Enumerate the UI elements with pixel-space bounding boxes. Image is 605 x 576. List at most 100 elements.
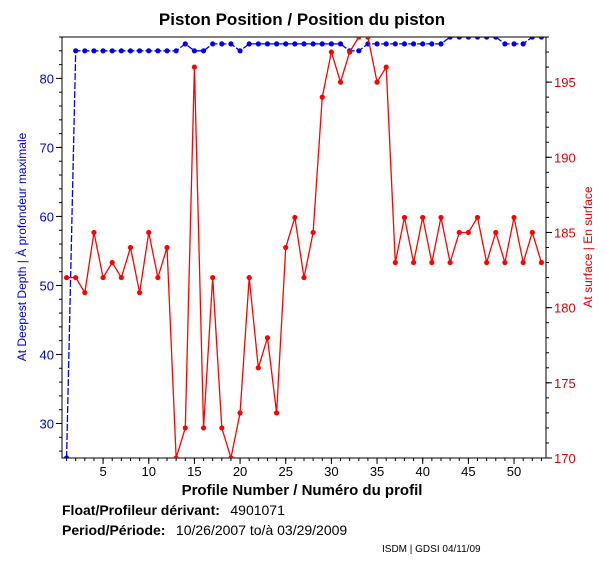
left-y-axis: 30 40 50 60 70 80: [40, 36, 62, 452]
period-info: Period/Période: 10/26/2007 to/à 03/29/20…: [62, 522, 347, 540]
surface-point: [118, 274, 124, 281]
credit-line: ISDM | GDSI 04/11/09: [382, 544, 481, 555]
right-y-axis: 170 175 180 185 190 195: [546, 36, 576, 466]
surface-point: [127, 244, 134, 251]
deepest-depth-point: [164, 48, 170, 54]
deepest-depth-point: [200, 48, 207, 54]
surface-point: [438, 214, 444, 221]
left-tick-label: 40: [40, 347, 54, 362]
surface-point: [283, 244, 289, 251]
x-tick-label: 50: [507, 464, 521, 479]
deepest-depth-point: [173, 48, 179, 54]
surface-point: [401, 214, 408, 221]
deepest-depth-point: [374, 41, 380, 47]
deepest-depth-point: [410, 41, 417, 47]
deepest-depth-point: [219, 41, 225, 47]
x-tick-label: 20: [233, 464, 247, 479]
deepest-depth-point: [392, 41, 398, 47]
x-tick-label: 35: [370, 464, 384, 479]
surface-point: [63, 274, 70, 281]
deepest-depth-point: [91, 48, 97, 54]
surface-point: [182, 425, 188, 431]
deepest-depth-point: [127, 48, 134, 54]
deepest-depth-point: [155, 48, 161, 54]
left-tick-label: 70: [40, 140, 54, 155]
x-tick-label: 5: [99, 464, 106, 479]
deepest-depth-point: [319, 41, 325, 47]
surface-point: [109, 259, 115, 266]
surface-point: [310, 229, 316, 236]
x-axis-label: Profile Number / Numéro du profil: [182, 482, 423, 499]
left-y-axis-label: At Deepest Depth | À profondeur maximale: [14, 132, 29, 361]
deepest-depth-point: [456, 37, 462, 40]
series-surface: [63, 37, 545, 458]
surface-point: [511, 214, 517, 221]
surface-point: [173, 455, 179, 458]
x-tick-label: 15: [187, 464, 201, 479]
surface-point: [502, 259, 508, 266]
deepest-depth-point: [109, 48, 115, 54]
x-tick-label: 45: [461, 464, 475, 479]
deepest-depth-point: [301, 41, 307, 47]
deepest-depth-point: [401, 41, 408, 47]
surface-point: [337, 79, 344, 85]
deepest-depth-point: [465, 37, 471, 40]
surface-point: [410, 259, 417, 266]
surface-point: [155, 274, 161, 281]
surface-point: [429, 259, 435, 266]
surface-line: [66, 37, 543, 458]
deepest-depth-point: [356, 48, 362, 54]
surface-point: [255, 365, 261, 371]
x-tick-label: 40: [415, 464, 429, 479]
right-tick-label: 180: [554, 301, 576, 316]
surface-point: [164, 244, 170, 251]
deepest-depth-point: [246, 41, 252, 47]
deepest-depth-point: [146, 48, 152, 54]
surface-point: [538, 259, 545, 266]
surface-point: [465, 229, 471, 236]
period-label: Period/Période:: [62, 522, 166, 538]
deepest-depth-point: [420, 41, 426, 47]
series-deepest-depth: [63, 37, 545, 458]
deepest-depth-point: [328, 41, 334, 47]
deepest-depth-point: [429, 41, 435, 47]
deepest-depth-point: [292, 41, 298, 47]
surface-point: [100, 274, 106, 281]
deepest-depth-point: [502, 41, 508, 47]
deepest-depth-point: [264, 41, 271, 47]
surface-point: [301, 274, 307, 281]
deepest-depth-point: [310, 41, 316, 47]
deepest-depth-point: [484, 37, 490, 40]
surface-point: [383, 64, 389, 70]
x-tick-label: 30: [324, 464, 338, 479]
surface-point: [447, 259, 453, 266]
left-tick-label: 50: [40, 278, 54, 293]
deepest-depth-point: [283, 41, 289, 47]
plot-frame: [61, 36, 547, 459]
deepest-depth-point: [538, 37, 545, 40]
surface-point: [484, 259, 490, 266]
surface-point: [274, 410, 280, 416]
surface-point: [347, 49, 353, 55]
deepest-depth-point: [447, 37, 453, 40]
right-tick-label: 185: [554, 225, 576, 240]
deepest-depth-point: [210, 41, 216, 47]
deepest-depth-point: [137, 48, 143, 54]
deepest-depth-line: [65, 37, 542, 458]
surface-point: [319, 94, 325, 100]
surface-point: [91, 229, 97, 236]
deepest-depth-point: [255, 41, 261, 47]
surface-point: [456, 229, 462, 236]
deepest-depth-point: [191, 48, 198, 54]
surface-point: [191, 64, 198, 70]
x-axis: 5 10 15 20 25 30 35 40 45 50: [66, 458, 542, 479]
deepest-depth-point: [100, 48, 106, 54]
float-value: 4901071: [230, 502, 285, 518]
surface-point: [493, 229, 499, 236]
x-tick-label: 10: [142, 464, 156, 479]
surface-point: [474, 214, 481, 221]
surface-point: [529, 229, 535, 236]
surface-point: [137, 290, 143, 296]
deepest-depth-point: [63, 455, 70, 458]
surface-point: [228, 455, 234, 458]
